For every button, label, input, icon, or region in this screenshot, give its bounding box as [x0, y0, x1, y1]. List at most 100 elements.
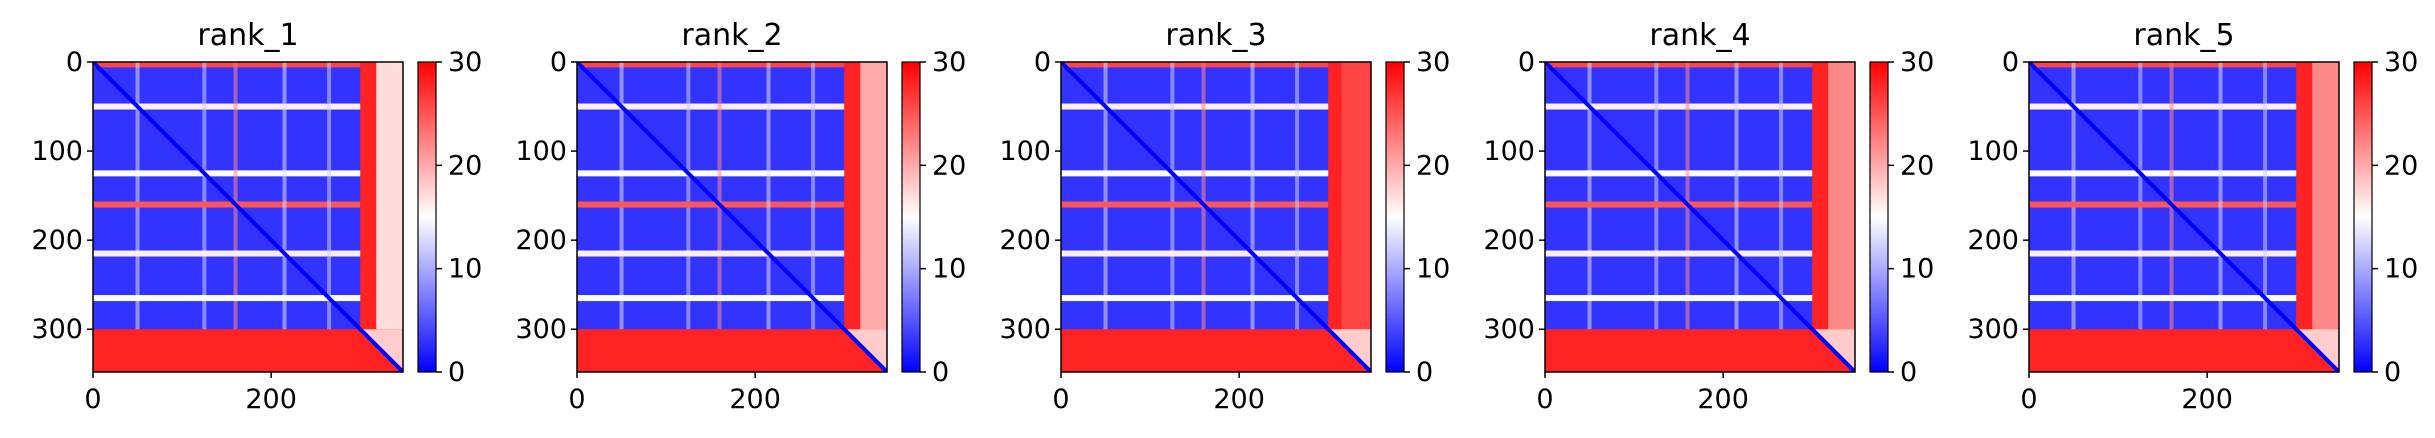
heatmap-row-band	[1545, 103, 1813, 110]
panel-title: rank_1	[197, 18, 298, 53]
y-tick-label: 100	[31, 136, 83, 167]
colorbar-tick-label: 30	[1416, 47, 1450, 78]
heatmap-edge-strip	[1545, 62, 1813, 68]
x-tick-label: 0	[2020, 384, 2037, 415]
heatmap-row-band	[577, 170, 845, 177]
heatmap-col-band	[2138, 62, 2143, 330]
heatmap-col-band	[1170, 62, 1175, 330]
heatmap-cells	[1545, 62, 1855, 372]
heatmap-col-band	[811, 62, 816, 330]
colorbar	[417, 61, 437, 373]
heatmap-row-band	[93, 295, 361, 302]
colorbar-tick-label: 10	[1416, 254, 1450, 285]
y-tick-label: 200	[1967, 225, 2019, 256]
colorbar-tick-label: 0	[448, 357, 465, 388]
plot-frame	[1060, 61, 1372, 373]
heatmap-col-band	[202, 62, 207, 330]
panel-title: rank_3	[1165, 18, 1266, 53]
y-tick-label: 300	[1967, 314, 2019, 345]
heatmap-row-band	[2029, 295, 2297, 302]
colorbar-tick-label: 0	[1900, 357, 1917, 388]
heatmap-row-band	[1545, 170, 1813, 177]
heatmap-edge-strip	[1061, 62, 1329, 68]
heatmap-col-band	[1779, 62, 1784, 330]
x-tick-label: 200	[1697, 384, 1749, 415]
heatmap-tail-band	[1341, 62, 1371, 330]
colorbar-tick-label: 0	[2384, 357, 2401, 388]
x-tick-label: 0	[84, 384, 101, 415]
heatmap-row-band	[577, 250, 845, 257]
colorbar	[1385, 61, 1405, 373]
plot-frame	[1544, 61, 1856, 373]
heatmap-row-band	[93, 103, 361, 110]
y-tick-label: 300	[515, 314, 567, 345]
heatmap-row-band	[1545, 295, 1813, 302]
heatmap-diagonal	[93, 62, 403, 372]
panel-rank_5: rank_5 0 100 200 300 0 200 0 10 20 30	[1967, 18, 2418, 415]
heatmap-col-band	[1103, 62, 1108, 330]
panel-rank_3: rank_3 0 100 200 300 0 200 0 10 20 30	[999, 18, 1450, 415]
heatmap-row-band	[2029, 103, 2297, 110]
heatmap-edge-strip	[577, 62, 845, 68]
x-tick-label: 200	[245, 384, 297, 415]
heatmap-col-band	[717, 62, 722, 330]
colorbar	[901, 61, 921, 373]
colorbar-tick-label: 20	[2384, 150, 2418, 181]
heatmap-tail-band	[376, 62, 403, 330]
colorbar-tick-label: 0	[1416, 357, 1433, 388]
heatmap-row-band	[1545, 250, 1813, 257]
heatmap-col-band	[327, 62, 332, 330]
heatmap-col-band	[2169, 62, 2174, 330]
heatmap-row-band	[2029, 250, 2297, 257]
y-tick-label: 0	[2002, 47, 2019, 78]
heatmap-row-band	[2029, 170, 2297, 177]
heatmap-row-band	[1545, 201, 1813, 208]
heatmap-col-band	[1250, 62, 1255, 330]
panel-title: rank_5	[2133, 18, 2234, 53]
heatmap-row-band	[1061, 295, 1329, 302]
heatmap-col-band	[686, 62, 691, 330]
x-tick-label: 200	[729, 384, 781, 415]
heatmap-col-band	[2071, 62, 2076, 330]
x-tick-label: 0	[568, 384, 585, 415]
heatmap-cells	[1061, 62, 1371, 372]
colorbar-tick-label: 20	[1900, 150, 1934, 181]
panel-rank_4: rank_4 0 100 200 300 0 200 0 10 20 30	[1483, 18, 1934, 415]
x-tick-label: 200	[2181, 384, 2233, 415]
y-tick-label: 0	[1034, 47, 1051, 78]
heatmap-cells	[577, 62, 887, 372]
colorbar-tick-label: 0	[932, 357, 949, 388]
heatmap-row-band	[1061, 103, 1329, 110]
colorbar	[1869, 61, 1889, 373]
heatmap-col-band	[135, 62, 140, 330]
heatmap-tail-band	[860, 62, 887, 330]
heatmap-col-band	[1734, 62, 1739, 330]
y-tick-label: 300	[31, 314, 83, 345]
heatmap-row-band	[577, 103, 845, 110]
colorbar-tick-label: 10	[448, 254, 482, 285]
colorbar-tick-label: 20	[932, 150, 966, 181]
heatmap-diagonal	[1061, 62, 1371, 372]
heatmap-row-band	[577, 295, 845, 302]
y-tick-label: 200	[1483, 225, 1535, 256]
y-tick-label: 200	[515, 225, 567, 256]
heatmap-row-band	[2029, 201, 2297, 208]
x-tick-label: 0	[1536, 384, 1553, 415]
x-tick-label: 200	[1213, 384, 1265, 415]
colorbar-tick-label: 20	[1416, 150, 1450, 181]
heatmap-cells	[2029, 62, 2339, 372]
heatmap-col-band	[233, 62, 238, 330]
heatmap-col-band	[1587, 62, 1592, 330]
colorbar-tick-label: 10	[2384, 254, 2418, 285]
y-tick-label: 0	[66, 47, 83, 78]
x-tick-label: 0	[1052, 384, 1069, 415]
panel-rank_1: rank_1 0 100 200 300 0 200 0 10 20 30	[31, 18, 482, 415]
y-tick-label: 0	[550, 47, 567, 78]
y-tick-label: 100	[515, 136, 567, 167]
colorbar-tick-label: 30	[1900, 47, 1934, 78]
y-tick-label: 300	[999, 314, 1051, 345]
heatmap-col-band	[1295, 62, 1300, 330]
heatmap-diagonal	[577, 62, 887, 372]
y-tick-label: 100	[999, 136, 1051, 167]
